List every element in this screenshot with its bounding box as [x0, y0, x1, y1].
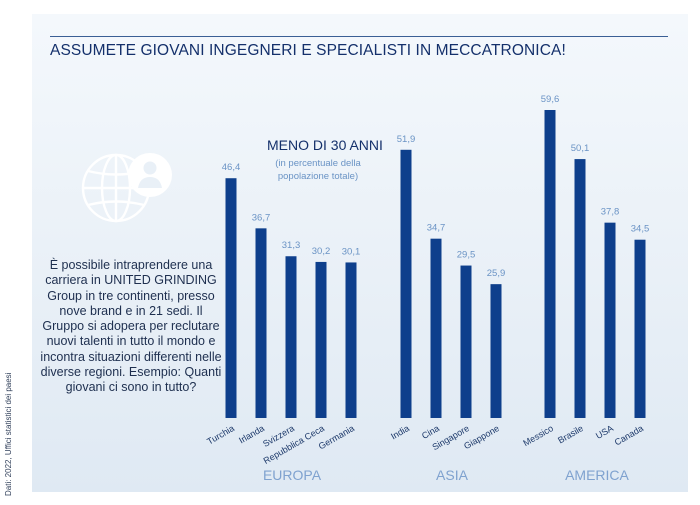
category-label: Turchia	[205, 423, 236, 447]
chart-note: (in percentuale della popolazione totale…	[258, 157, 378, 183]
bar-svizzera	[285, 256, 297, 418]
bar-giappone	[490, 284, 502, 418]
bar-usa	[604, 222, 616, 418]
value-label: 25,9	[487, 268, 506, 279]
bar-germania	[345, 262, 357, 418]
bar-canada	[634, 239, 646, 418]
value-label: 51,9	[397, 134, 416, 145]
category-label: India	[389, 423, 411, 441]
bar-repubblica-ceca	[315, 261, 327, 418]
value-label: 31,3	[282, 240, 301, 251]
value-label: 30,2	[312, 246, 331, 257]
bar-brasile	[574, 159, 586, 418]
value-label: 37,8	[601, 207, 620, 218]
note-line-2: popolazione totale)	[277, 171, 359, 182]
value-label: 36,7	[252, 212, 271, 223]
bar-messico	[544, 110, 556, 418]
description-text: È possibile intraprendere una carriera i…	[40, 258, 222, 395]
value-label: 29,5	[457, 250, 476, 261]
category-label: Brasile	[556, 423, 585, 445]
value-label: 30,1	[342, 246, 361, 257]
bar-cina	[430, 238, 442, 418]
bar-irlanda	[255, 228, 267, 418]
group-label-america: AMERICA	[565, 467, 629, 483]
value-label: 50,1	[571, 143, 590, 154]
bar-singapore	[460, 265, 472, 418]
value-label: 59,6	[541, 94, 560, 105]
group-label-europa: EUROPA	[263, 467, 322, 483]
group-label-asia: ASIA	[436, 467, 469, 483]
value-label: 34,5	[631, 224, 650, 235]
category-label: Canada	[613, 423, 645, 447]
chart-title: ASSUMETE GIOVANI INGEGNERI E SPECIALISTI…	[50, 42, 566, 59]
bar-india	[400, 149, 412, 419]
note-line-1: (in percentuale della	[275, 158, 361, 169]
person-icon	[128, 153, 172, 197]
chart-subtitle: MENO DI 30 ANNI	[267, 137, 383, 153]
title-rule	[50, 36, 668, 37]
value-label: 34,7	[427, 223, 446, 234]
value-label: 46,4	[222, 162, 241, 173]
bar-turchia	[225, 178, 237, 418]
category-label: Messico	[521, 423, 555, 448]
globe-person-graphic	[81, 153, 172, 223]
